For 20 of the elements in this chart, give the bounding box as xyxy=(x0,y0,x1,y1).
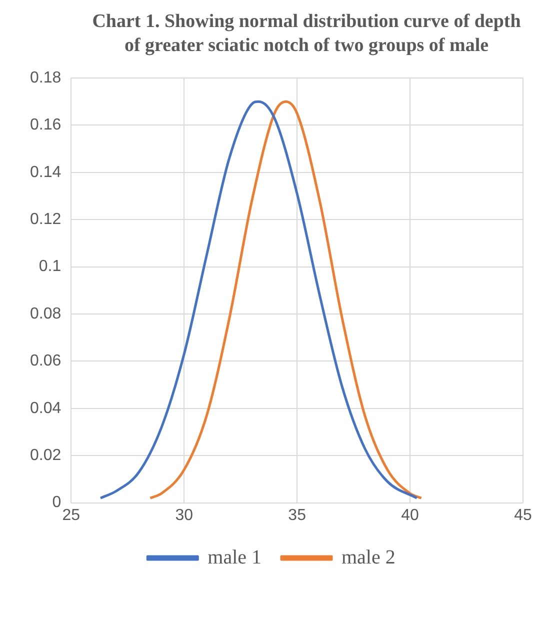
legend-label: male 1 xyxy=(208,546,262,568)
line-series xyxy=(99,100,418,500)
x-tick-label: 45 xyxy=(514,506,532,524)
legend-label: male 2 xyxy=(342,546,396,568)
y-tick-label: 0.04 xyxy=(30,400,62,417)
y-tick-label: 0.18 xyxy=(30,69,62,86)
x-tick-label: 30 xyxy=(175,506,194,524)
y-tick-label: 0.14 xyxy=(30,164,62,181)
line-series xyxy=(148,100,423,500)
y-tick-label: 0.12 xyxy=(30,211,62,228)
x-tick-label: 40 xyxy=(401,506,420,524)
y-tick-label: 0.02 xyxy=(30,447,62,464)
x-tick-label: 35 xyxy=(288,506,306,524)
chart-title: Chart 1. Showing normal distribution curve of depth of greater sciatic notch of two groups of male xyxy=(91,10,522,58)
y-tick-label: 0.1 xyxy=(38,258,62,276)
y-tick-label: 0 xyxy=(52,494,62,512)
y-tick-label: 0.08 xyxy=(30,305,62,322)
y-tick-label: 0.16 xyxy=(30,116,62,134)
x-tick-label: 25 xyxy=(62,506,80,524)
y-tick-label: 0.06 xyxy=(30,352,62,370)
